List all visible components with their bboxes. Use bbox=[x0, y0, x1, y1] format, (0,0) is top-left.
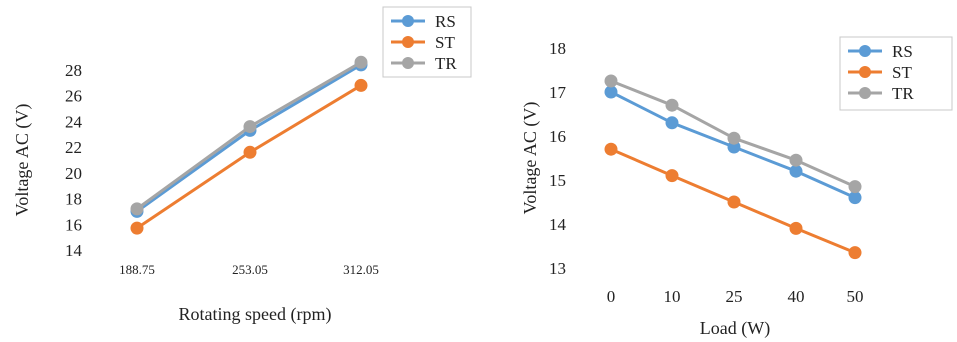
y-tick-label: 16 bbox=[549, 127, 566, 146]
y-tick-label: 26 bbox=[65, 87, 82, 106]
x-tick-label: 25 bbox=[726, 287, 743, 306]
y-tick-label: 28 bbox=[65, 61, 82, 80]
x-tick-label: 312.05 bbox=[343, 262, 379, 277]
data-point-rs bbox=[848, 191, 862, 205]
y-tick-label: 13 bbox=[549, 259, 566, 278]
x-tick-label: 0 bbox=[607, 287, 616, 306]
series-rs bbox=[130, 58, 368, 218]
legend: RS ST TR bbox=[839, 36, 953, 111]
legend-swatch-marker bbox=[402, 57, 414, 69]
data-point-st bbox=[665, 169, 679, 183]
data-point-tr bbox=[789, 153, 803, 167]
data-point-st bbox=[354, 78, 368, 92]
legend-label: ST bbox=[435, 33, 455, 52]
data-point-tr bbox=[354, 55, 368, 69]
y-axis-title: Voltage AC (V) bbox=[520, 102, 541, 215]
data-point-tr bbox=[604, 74, 618, 88]
y-tick-label: 18 bbox=[65, 190, 82, 209]
series-st bbox=[130, 78, 368, 235]
legend-label: TR bbox=[892, 84, 914, 103]
series-tr bbox=[604, 74, 862, 194]
data-point-st bbox=[848, 246, 862, 260]
chart-2: 13 14 15 16 17 18 0 10 25 40 50 Load (W) Voltage AC … bbox=[520, 36, 953, 339]
legend-swatch-marker bbox=[859, 87, 871, 99]
data-point-st bbox=[604, 142, 618, 156]
x-tick-label: 10 bbox=[664, 287, 681, 306]
legend-swatch-marker bbox=[402, 15, 414, 27]
y-tick-label: 15 bbox=[549, 171, 566, 190]
x-tick-label: 40 bbox=[788, 287, 805, 306]
y-tick-label: 14 bbox=[549, 215, 567, 234]
legend-swatch-marker bbox=[859, 45, 871, 57]
data-point-st bbox=[789, 221, 803, 235]
legend-swatch-marker bbox=[859, 66, 871, 78]
series-st bbox=[604, 142, 862, 260]
y-tick-label: 22 bbox=[65, 138, 82, 157]
x-axis-title: Load (W) bbox=[700, 318, 770, 339]
x-axis-title: Rotating speed (rpm) bbox=[179, 304, 332, 325]
data-point-st bbox=[130, 221, 144, 235]
chart-1: 14 16 18 20 22 24 26 28 188.75 253.05 312.05 Rotati… bbox=[12, 6, 472, 325]
x-tick-label: 188.75 bbox=[119, 262, 155, 277]
y-axis-title: Voltage AC (V) bbox=[12, 104, 33, 217]
y-tick-label: 17 bbox=[549, 83, 567, 102]
legend-label: RS bbox=[892, 42, 913, 61]
legend-swatch-marker bbox=[402, 36, 414, 48]
y-tick-label: 16 bbox=[65, 215, 82, 234]
data-point-rs bbox=[604, 85, 618, 99]
x-tick-label: 253.05 bbox=[232, 262, 268, 277]
y-tick-label: 14 bbox=[65, 241, 83, 260]
data-point-tr bbox=[848, 180, 862, 194]
data-point-tr bbox=[243, 120, 257, 134]
legend: RS ST TR bbox=[382, 6, 472, 78]
data-point-st bbox=[243, 145, 257, 159]
data-point-rs bbox=[789, 164, 803, 178]
series-line-rs bbox=[136, 63, 362, 213]
y-tick-label: 18 bbox=[549, 39, 566, 58]
legend-label: RS bbox=[435, 12, 456, 31]
series-tr bbox=[130, 55, 368, 216]
data-point-st bbox=[727, 195, 741, 209]
series-rs bbox=[604, 85, 862, 205]
y-tick-label: 24 bbox=[65, 112, 83, 131]
x-tick-label: 50 bbox=[847, 287, 864, 306]
data-point-tr bbox=[727, 131, 741, 145]
data-point-tr bbox=[665, 98, 679, 112]
data-point-rs bbox=[665, 116, 679, 130]
y-tick-label: 20 bbox=[65, 164, 82, 183]
legend-label: ST bbox=[892, 63, 912, 82]
legend-label: TR bbox=[435, 54, 457, 73]
data-point-tr bbox=[130, 202, 144, 216]
